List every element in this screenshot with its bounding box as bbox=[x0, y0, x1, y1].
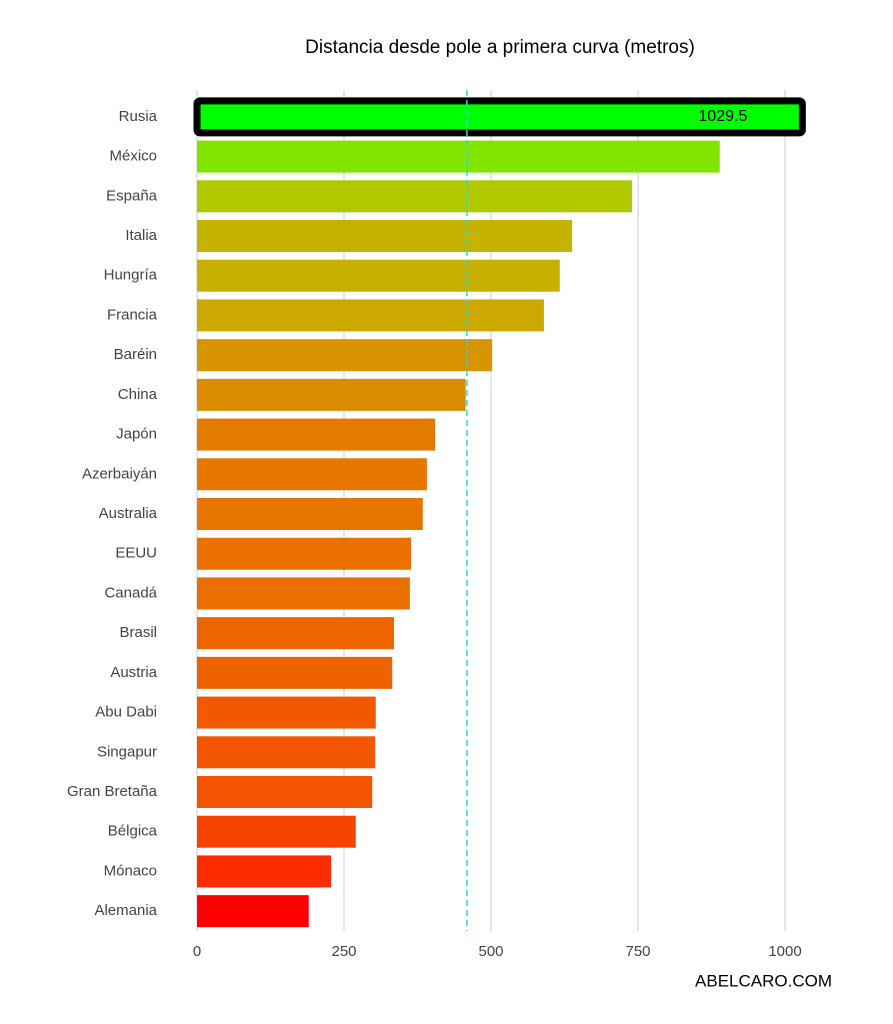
y-tick-label: Austria bbox=[110, 664, 157, 681]
bar bbox=[197, 696, 376, 729]
x-tick-label: 0 bbox=[193, 943, 201, 960]
x-tick-label: 250 bbox=[331, 943, 356, 960]
y-tick-label: Baréin bbox=[114, 346, 157, 363]
y-tick-label: México bbox=[109, 148, 157, 165]
bar bbox=[197, 855, 332, 888]
y-tick-label: China bbox=[118, 386, 158, 403]
y-tick-label: Canadá bbox=[104, 584, 157, 601]
bar bbox=[197, 776, 373, 808]
bar bbox=[197, 259, 560, 292]
y-tick-label: Australia bbox=[99, 505, 158, 522]
y-tick-label: Brasil bbox=[119, 624, 157, 641]
x-tick-label: 1000 bbox=[768, 943, 801, 960]
x-tick-label: 750 bbox=[625, 943, 650, 960]
y-tick-label: Abu Dabi bbox=[95, 704, 157, 721]
x-tick-label: 500 bbox=[478, 943, 503, 960]
bar bbox=[197, 140, 720, 173]
bar bbox=[193, 97, 806, 137]
chart-title: Distancia desde pole a primera curva (me… bbox=[305, 37, 695, 58]
y-tick-label: Bélgica bbox=[108, 823, 158, 840]
y-tick-label: Francia bbox=[107, 306, 158, 323]
watermark: ABELCARO.COM bbox=[695, 971, 832, 990]
bar bbox=[197, 299, 544, 332]
y-tick-label: Alemania bbox=[94, 902, 157, 919]
bar bbox=[197, 736, 376, 769]
bar bbox=[197, 815, 356, 848]
bar bbox=[197, 180, 633, 213]
bar bbox=[197, 418, 436, 451]
bar bbox=[197, 498, 423, 530]
y-tick-label: Italia bbox=[125, 227, 157, 244]
y-tick-label: Azerbaiyán bbox=[82, 465, 157, 482]
y-tick-label: Mónaco bbox=[104, 862, 157, 879]
bar bbox=[197, 458, 427, 491]
bar bbox=[197, 339, 493, 372]
y-tick-label: Singapur bbox=[97, 743, 157, 760]
y-tick-label: Hungría bbox=[104, 267, 158, 284]
bar bbox=[197, 577, 410, 610]
value-label: 1029.5 bbox=[698, 108, 747, 125]
bar bbox=[197, 895, 309, 928]
y-tick-label: EEUU bbox=[115, 545, 157, 562]
bar bbox=[197, 378, 466, 411]
bar bbox=[197, 537, 412, 570]
y-tick-label: Gran Bretaña bbox=[67, 783, 158, 800]
bar bbox=[197, 220, 573, 252]
bar bbox=[197, 617, 394, 650]
y-tick-label: España bbox=[106, 187, 158, 204]
y-tick-label: Japón bbox=[116, 426, 157, 443]
y-tick-label: Rusia bbox=[119, 108, 158, 125]
bar bbox=[197, 656, 393, 689]
